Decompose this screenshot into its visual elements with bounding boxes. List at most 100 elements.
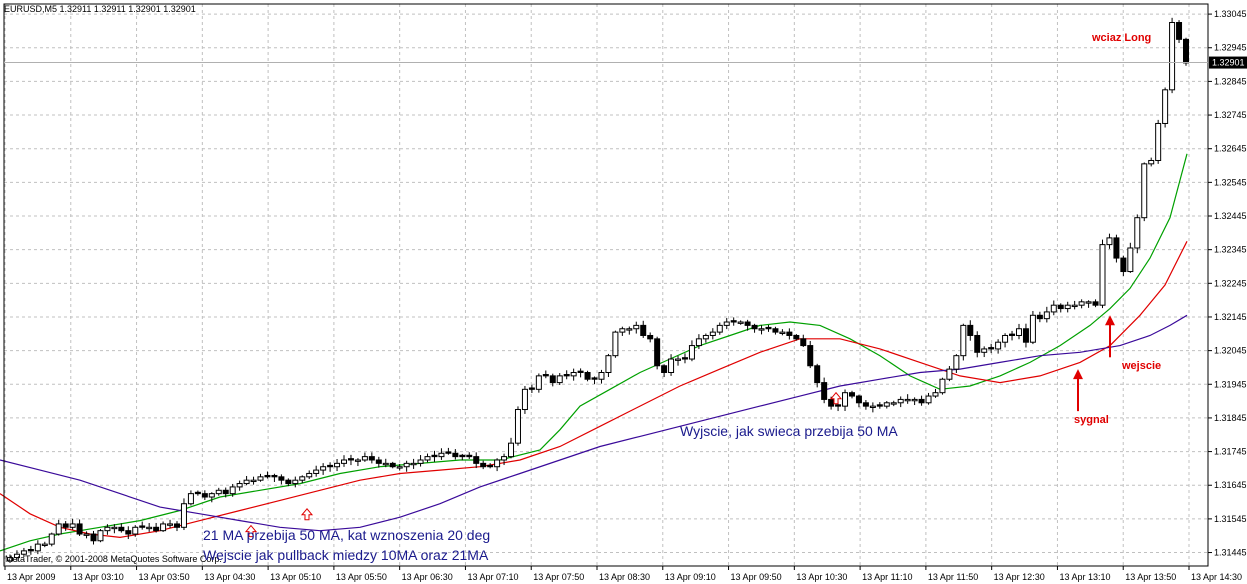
arrow-head	[1105, 315, 1115, 326]
candle	[960, 323, 967, 361]
candle-body	[549, 375, 556, 384]
candle	[7, 554, 13, 563]
candle-body	[334, 462, 341, 468]
candle	[229, 483, 236, 497]
x-tick-label: 13 Apr 2009	[7, 572, 56, 582]
candle	[577, 368, 584, 378]
candle	[1148, 157, 1155, 167]
x-tick-label: 13 Apr 12:30	[994, 572, 1045, 582]
candle-body	[939, 378, 946, 394]
candle	[681, 353, 688, 364]
candle	[591, 376, 598, 385]
candle-body	[368, 456, 375, 461]
x-tick-label: 13 Apr 07:10	[467, 572, 518, 582]
candle-body	[459, 454, 466, 458]
candle-body	[174, 523, 181, 528]
candle	[688, 340, 695, 362]
candle-body	[974, 334, 981, 353]
candle	[257, 473, 264, 482]
candle-body	[542, 374, 549, 377]
candle	[459, 453, 466, 461]
candle	[215, 487, 222, 496]
candle-body	[222, 489, 229, 495]
candle-body	[800, 338, 807, 347]
candle	[153, 522, 160, 533]
candle-body	[403, 462, 410, 468]
candle-body	[1057, 304, 1064, 310]
candle-body	[640, 324, 647, 336]
candle-body	[97, 530, 104, 542]
candle-body	[83, 533, 90, 536]
candle	[1183, 37, 1189, 66]
current-price-label: 1.32901	[1212, 58, 1245, 68]
candle-body	[1029, 314, 1036, 343]
candle	[1120, 255, 1127, 276]
candle	[466, 452, 473, 459]
candle-body	[828, 398, 835, 407]
candle-body	[160, 523, 167, 532]
candle	[501, 453, 508, 466]
candle-body	[765, 326, 772, 330]
up-arrow-icon	[829, 391, 843, 405]
candle-body	[194, 491, 201, 495]
candle-body	[501, 456, 508, 461]
current-price-tag	[1209, 56, 1247, 69]
candle	[243, 475, 250, 486]
candle-body	[41, 543, 48, 546]
y-tick-label: 1.31845	[1214, 413, 1247, 423]
candle-body	[570, 371, 577, 377]
candle	[97, 529, 104, 543]
candle	[904, 394, 911, 404]
candle-body	[215, 489, 222, 495]
x-tick-label: 13 Apr 11:10	[862, 572, 912, 582]
candle-body	[1148, 159, 1155, 165]
y-tick-label: 1.31645	[1214, 480, 1247, 490]
candle	[299, 475, 306, 484]
candle-body	[285, 479, 292, 485]
candle-body	[132, 526, 139, 535]
candle-body	[55, 523, 62, 535]
ma-line-50ma	[0, 314, 1188, 532]
candle	[1002, 333, 1009, 348]
copyright-text: MetaTrader, © 2001-2008 MetaQuotes Softw…	[5, 554, 222, 564]
candle-body	[417, 459, 424, 464]
candle	[167, 519, 174, 529]
candle-body	[1155, 122, 1162, 161]
candle	[62, 521, 69, 531]
candle	[1162, 87, 1169, 128]
candle	[967, 320, 974, 341]
ma-line-10ma	[0, 153, 1188, 552]
candle	[417, 455, 424, 467]
candle-body	[208, 493, 215, 498]
candle-body	[466, 454, 473, 458]
candle	[946, 366, 953, 382]
candle-body	[1002, 334, 1009, 343]
candle	[174, 521, 181, 532]
candle	[354, 458, 361, 467]
candle-body	[180, 503, 187, 528]
candle	[1036, 311, 1043, 323]
candle-body	[1113, 237, 1120, 259]
candle-body	[327, 464, 334, 468]
candle	[584, 370, 591, 382]
candle-body	[104, 526, 111, 532]
candle-body	[967, 324, 974, 336]
candle-body	[521, 388, 528, 411]
candle-body	[535, 375, 542, 390]
candle-body	[508, 442, 515, 458]
candle	[793, 334, 800, 341]
candle-body	[814, 365, 821, 384]
candle	[619, 326, 626, 336]
candle-body	[946, 368, 953, 380]
candle	[445, 447, 452, 455]
candle	[473, 452, 480, 469]
candle-body	[445, 451, 452, 454]
candle-body	[563, 374, 570, 377]
y-tick-label: 1.32845	[1214, 76, 1247, 86]
candle	[981, 346, 988, 358]
annotation-exit: Wyjscie, jak swieca przebija 50 MA	[680, 423, 898, 439]
y-tick-label: 1.31745	[1214, 447, 1247, 457]
candle	[1092, 299, 1099, 308]
candle	[180, 498, 187, 531]
